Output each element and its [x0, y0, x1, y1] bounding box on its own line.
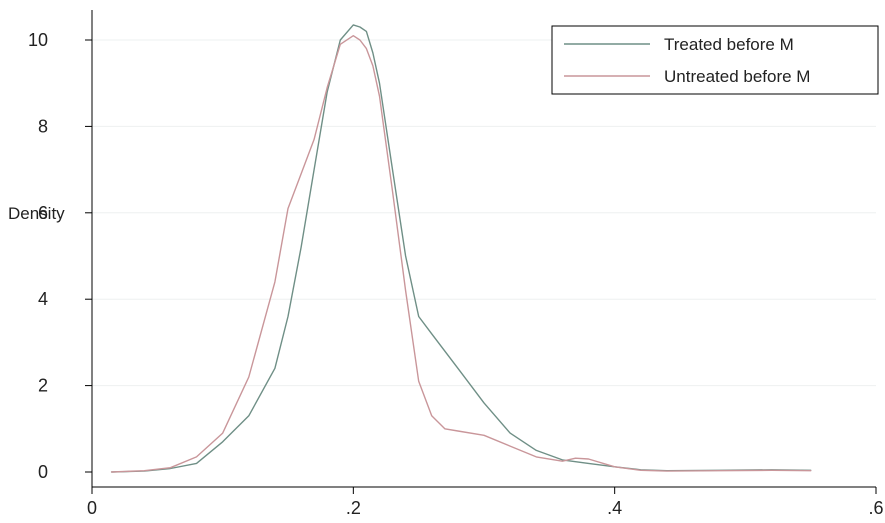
- y-tick-label: 10: [28, 30, 48, 50]
- series-lines: [110, 24, 812, 473]
- x-tick-label: .6: [868, 498, 883, 518]
- y-axis-title: Density: [8, 204, 65, 223]
- y-tick-label: 6: [38, 203, 48, 223]
- axes: 0 2 4 6 8 10 0 .2 .4 .6: [28, 10, 884, 518]
- series-line-1: [110, 24, 812, 473]
- x-tick-label: .2: [346, 498, 361, 518]
- series-line-2: [110, 35, 812, 473]
- gridlines: [92, 39, 876, 387]
- legend: Treated before M Untreated before M: [551, 25, 879, 95]
- x-tick-label: .4: [607, 498, 622, 518]
- legend-label-1: Treated before M: [664, 35, 794, 54]
- y-tick-label: 2: [38, 376, 48, 396]
- y-tick-label: 4: [38, 289, 48, 309]
- y-tick-label: 0: [38, 462, 48, 482]
- x-tick-label: 0: [87, 498, 97, 518]
- legend-label-2: Untreated before M: [664, 67, 810, 86]
- legend-box: [551, 25, 879, 95]
- y-tick-label: 8: [38, 116, 48, 136]
